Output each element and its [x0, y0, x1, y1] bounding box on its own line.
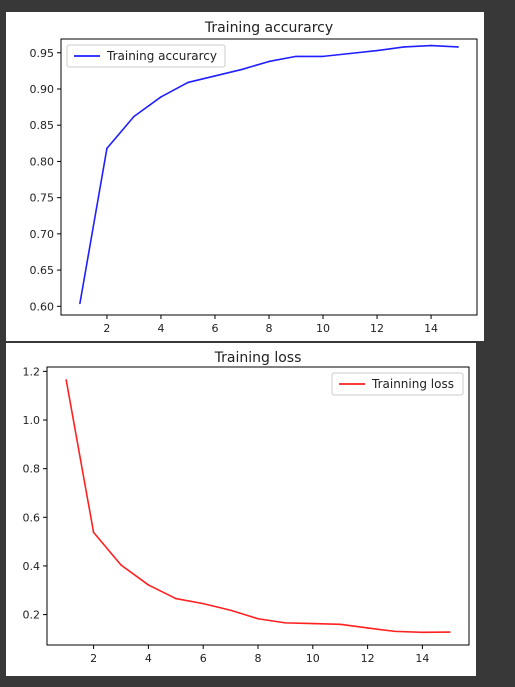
loss-data-point: [394, 630, 396, 633]
loss-data-point: [312, 622, 314, 625]
loss-data-point: [366, 627, 369, 629]
accuracy-chart: Training accurarcy 2 4 6 8 10 12 14 0.60 0.65 0.70…: [30, 20, 478, 335]
loss-data-point: [147, 584, 150, 586]
accuracy-y-tick-label: 0.85: [30, 119, 55, 132]
accuracy-data-point: [376, 49, 378, 52]
accuracy-y-tick-label: 0.90: [30, 83, 55, 96]
accuracy-x-tick-label: 4: [157, 322, 164, 335]
accuracy-x-tick-label: 2: [103, 322, 110, 335]
loss-chart-title: Training loss: [214, 350, 302, 366]
loss-x-tick-label: 4: [145, 652, 152, 665]
accuracy-data-point: [322, 55, 324, 58]
accuracy-legend-box: [66, 44, 226, 68]
accuracy-data-point: [349, 52, 351, 55]
loss-data-point: [229, 609, 232, 612]
accuracy-y-tick-label: 0.95: [30, 47, 55, 60]
loss-legend-label: Trainning loss: [371, 377, 454, 391]
accuracy-y-tick-label: 0.75: [30, 192, 55, 205]
loss-x-tick-label: 8: [255, 652, 262, 665]
loss-data-point: [92, 531, 95, 534]
accuracy-chart-panel: Training accurarcy 2 4 6 8 10 12 14 0.60 0.65 0.70…: [6, 12, 484, 341]
loss-x-tick-label: 2: [90, 652, 97, 665]
loss-data-point: [174, 597, 177, 600]
loss-chart: Training loss 2 4 6 8 10 12 14 0.2 0.4 0.6 0.8 1.0 1.…: [23, 350, 470, 665]
loss-y-tick-label: 0.2: [23, 609, 41, 622]
accuracy-data-point: [214, 75, 216, 77]
accuracy-data-point: [106, 147, 108, 150]
accuracy-data-point: [241, 68, 243, 71]
accuracy-data-point: [295, 55, 297, 58]
accuracy-series-line: [79, 44, 459, 304]
loss-x-tick-label: 6: [200, 652, 207, 665]
accuracy-chart-title: Training accurarcy: [204, 20, 333, 36]
loss-data-point: [202, 602, 204, 605]
loss-y-tick-label: 0.8: [23, 463, 41, 476]
accuracy-data-point: [430, 44, 432, 47]
loss-data-point: [449, 631, 451, 633]
accuracy-x-tick-label: 12: [370, 322, 384, 335]
loss-series-line: [65, 379, 450, 634]
accuracy-data-point: [187, 81, 189, 84]
accuracy-y-tick-label: 0.70: [30, 228, 55, 241]
loss-y-tick-label: 1.2: [23, 365, 41, 378]
loss-x-tick-label: 12: [361, 652, 375, 665]
accuracy-x-tick-label: 10: [316, 322, 330, 335]
loss-y-tick-label: 1.0: [23, 414, 41, 427]
loss-data-point: [120, 564, 122, 566]
loss-data-point: [257, 617, 259, 620]
loss-y-tick-label: 0.6: [23, 511, 41, 524]
loss-data-point: [65, 379, 67, 381]
accuracy-y-tick-label: 0.60: [30, 300, 55, 313]
accuracy-y-tick-label: 0.80: [30, 155, 55, 168]
accuracy-axes-frame: [60, 38, 478, 316]
accuracy-x-tick-label: 8: [266, 322, 273, 335]
accuracy-x-tick-label: 14: [424, 322, 438, 335]
accuracy-data-point: [160, 96, 162, 98]
accuracy-data-point: [403, 46, 405, 48]
loss-chart-panel: Training loss 2 4 6 8 10 12 14 0.2 0.4 0.6 0.8 1.0 1.…: [6, 343, 476, 676]
accuracy-data-point: [79, 302, 81, 305]
accuracy-legend: Training accurarcy: [66, 44, 226, 68]
loss-data-point: [421, 631, 424, 634]
loss-legend-box: [331, 372, 464, 396]
accuracy-data-point: [133, 115, 135, 118]
loss-data-point: [284, 622, 287, 624]
accuracy-x-tick-label: 6: [211, 322, 218, 335]
loss-x-tick-label: 10: [306, 652, 320, 665]
accuracy-data-point: [268, 60, 270, 63]
loss-legend: Trainning loss: [331, 372, 464, 396]
loss-x-tick-label: 14: [415, 652, 429, 665]
accuracy-legend-label: Training accurarcy: [106, 49, 217, 63]
loss-y-tick-label: 0.4: [23, 560, 41, 573]
loss-data-point: [339, 623, 342, 626]
loss-axes-frame: [46, 366, 470, 646]
accuracy-y-tick-label: 0.65: [30, 264, 55, 277]
accuracy-data-point: [457, 46, 459, 48]
